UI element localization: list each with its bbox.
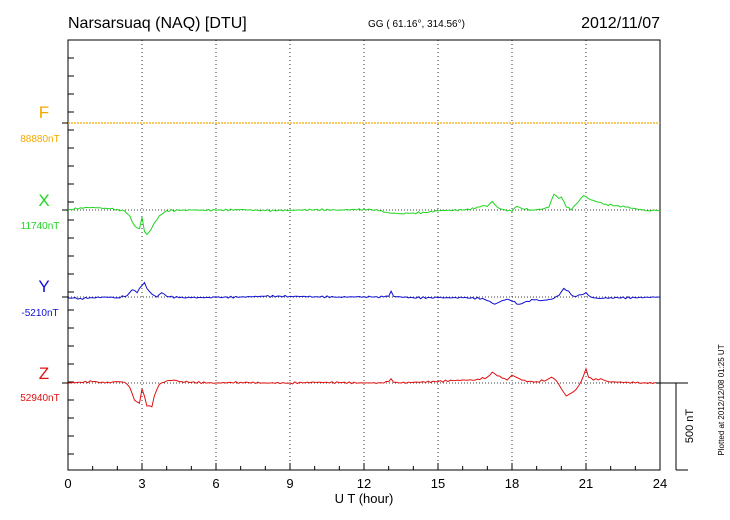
- plot-date: 2012/11/07: [581, 15, 660, 32]
- series-labels: F 88880nT X 11740nT Y -5210nT Z 52940nT: [20, 103, 59, 404]
- series-layer: [62, 122, 661, 408]
- x-axis-ticks: 0 3 6 9 12 15 18 21 24: [64, 463, 667, 491]
- baseline-value-Z: 52940nT: [20, 393, 59, 404]
- x-tick-label-15h: 15: [431, 476, 445, 491]
- x-tick-label-21h: 21: [579, 476, 593, 491]
- x-tick-label-18h: 18: [505, 476, 519, 491]
- x-tick-label-24h: 24: [653, 476, 667, 491]
- scale-bar: 500 nT: [656, 382, 696, 471]
- scale-bar-label: 500 nT: [684, 409, 696, 444]
- component-label-Y: Y: [38, 277, 49, 296]
- x-tick-label-3h: 3: [138, 476, 145, 491]
- component-label-Z: Z: [39, 364, 49, 383]
- x-tick-label-9h: 9: [286, 476, 293, 491]
- x-tick-label-6h: 6: [212, 476, 219, 491]
- station-coords: GG ( 61.16°, 314.56°): [368, 19, 465, 30]
- vertical-gridlines: [141, 40, 587, 470]
- left-ticks: [68, 57, 74, 455]
- station-title: Narsarsuaq (NAQ) [DTU]: [68, 15, 247, 32]
- component-label-X: X: [38, 191, 49, 210]
- trace-Y: [67, 281, 661, 305]
- trace-X: [67, 193, 661, 236]
- x-tick-label-0h: 0: [64, 476, 71, 491]
- trace-Z: [67, 366, 661, 408]
- plotted-at-note: Plotted at 2012/12/08 01:25 UT: [717, 344, 726, 455]
- baseline-value-Y: -5210nT: [21, 308, 58, 319]
- component-label-F: F: [39, 103, 49, 122]
- x-tick-label-12h: 12: [357, 476, 371, 491]
- x-axis-label: U T (hour): [335, 491, 394, 506]
- baseline-value-X: 11740nT: [21, 221, 60, 232]
- baseline-value-F: 88880nT: [20, 134, 59, 145]
